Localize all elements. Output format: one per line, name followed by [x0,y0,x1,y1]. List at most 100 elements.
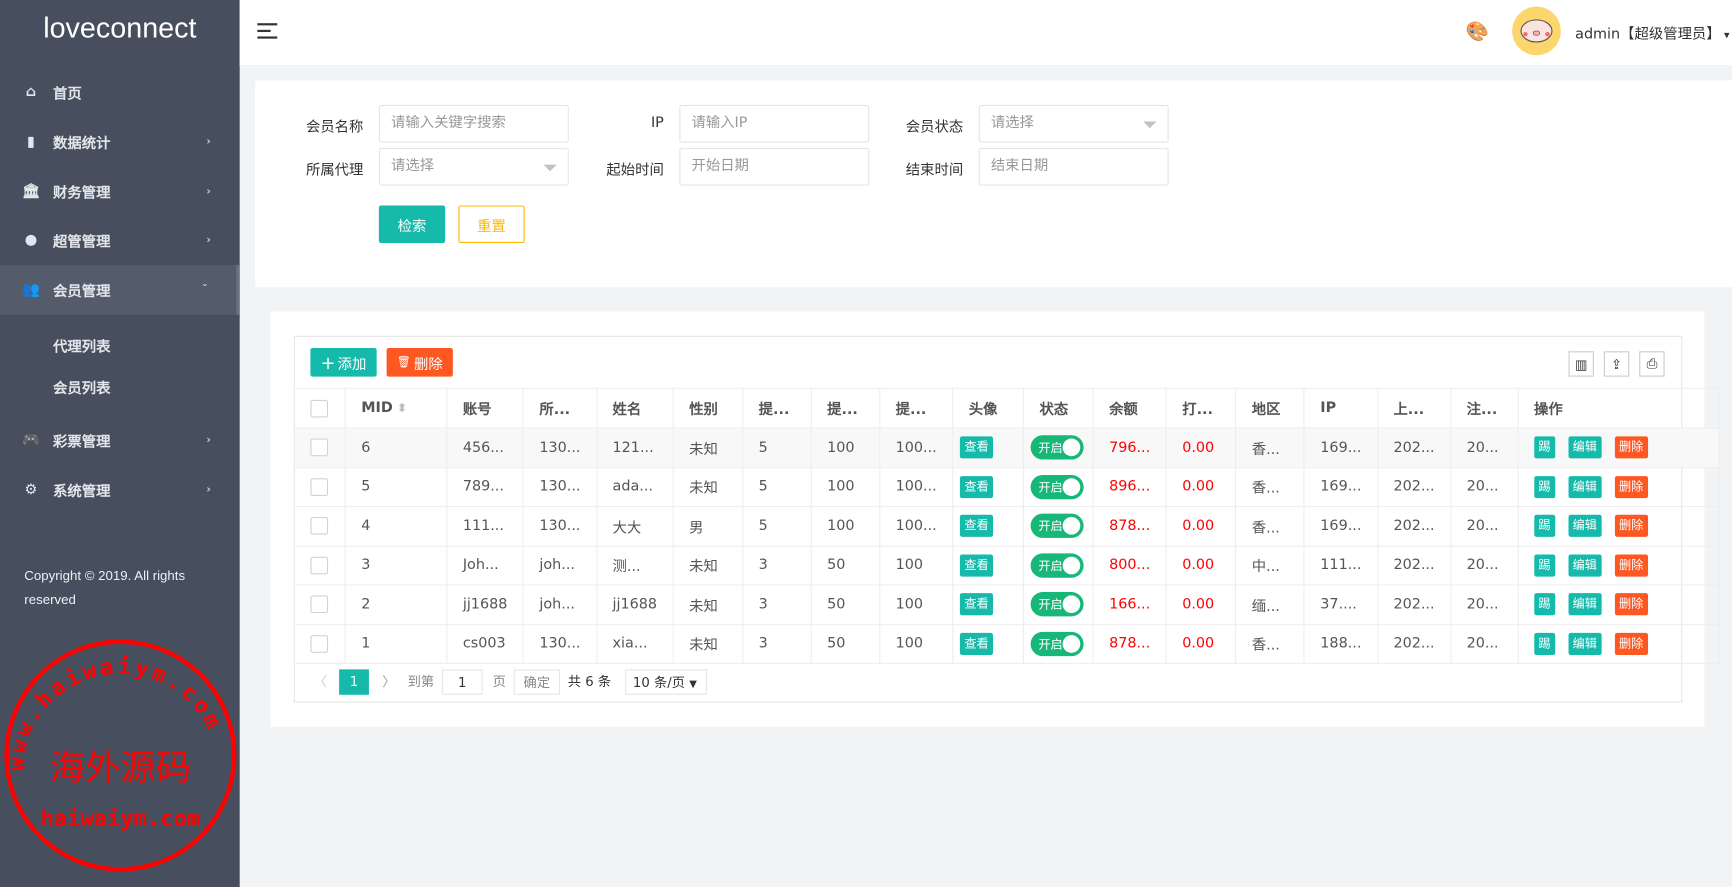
column-header[interactable]: 所... [522,387,598,429]
column-header[interactable]: 提... [742,387,812,429]
column-header[interactable]: 账号 [446,387,524,429]
member-name-input[interactable]: 请输入关键字搜索 [378,104,569,143]
table-cell: 20... [1450,545,1519,586]
view-avatar-button[interactable]: 查看 [959,475,994,498]
ip-input[interactable]: 请输入IP [679,104,870,143]
print-icon[interactable]: ⎙ [1639,351,1665,377]
view-avatar-button[interactable]: 查看 [959,593,994,616]
status-toggle[interactable]: 开启 [1030,553,1084,578]
table-row[interactable]: 3 Joh... joh... 测... 未知 3 50 100 查看 开启 800... 0.00 中… [293,545,1720,586]
sidebar-item-members[interactable]: 👥 会员管理 ˇ [0,265,240,315]
sidebar-item-lottery[interactable]: 🎮 彩票管理 › [0,415,240,465]
table-row[interactable]: 1 cs003 130... xia... 未知 3 50 100 查看 开启 878... 0.00… [293,623,1720,664]
columns-filter-icon[interactable]: ▥ [1568,351,1594,377]
column-header[interactable]: 性别 [672,387,744,429]
start-date-input[interactable]: 开始日期 [679,148,870,186]
edit-button[interactable]: 编辑 [1568,475,1602,498]
sidebar-subitem-members[interactable]: 会员列表 [53,381,111,398]
row-delete-button[interactable]: 删除 [1614,515,1648,538]
avatar[interactable] [1512,6,1561,56]
view-avatar-button[interactable]: 查看 [959,515,994,538]
kick-button[interactable]: 踢 [1533,632,1555,655]
sidebar-item-finance[interactable]: 🏛 财务管理 › [0,167,240,217]
caret-down-icon: ▾ [1723,29,1730,42]
view-avatar-button[interactable]: 查看 [959,632,994,655]
confirm-page-button[interactable]: 确定 [513,669,561,695]
kick-button[interactable]: 踢 [1533,436,1555,459]
user-menu[interactable]: admin【超级管理员】 ▾ [1575,22,1730,44]
table-cell: 20... [1450,584,1519,625]
row-delete-button[interactable]: 删除 [1614,593,1648,616]
export-icon[interactable]: ⇪ [1603,351,1630,377]
column-header[interactable]: 余额 [1092,387,1167,429]
column-header[interactable]: MID ⬍ [344,387,448,429]
row-delete-button[interactable]: 删除 [1614,632,1648,655]
edit-button[interactable]: 编辑 [1568,554,1602,577]
column-header[interactable]: 姓名 [595,387,674,429]
kick-button[interactable]: 踢 [1533,593,1555,616]
row-checkbox[interactable] [310,634,329,653]
column-header[interactable]: 操作 [1517,387,1720,429]
sidebar-item-system[interactable]: ⚙ 系统管理 › [0,465,240,515]
status-toggle[interactable]: 开启 [1030,474,1084,499]
search-button[interactable]: 检索 [378,205,446,244]
column-header[interactable]: IP [1303,387,1378,429]
menu-toggle-icon[interactable] [257,23,278,39]
edit-button[interactable]: 编辑 [1568,436,1602,459]
table-cell: 5 [344,466,448,507]
status-select[interactable]: 请选择 [978,104,1169,143]
sidebar-item-home[interactable]: ⌂ 首页 [0,67,240,117]
row-delete-button[interactable]: 删除 [1614,436,1648,459]
agent-select[interactable]: 请选择 [378,148,569,186]
edit-button[interactable]: 编辑 [1568,632,1602,655]
column-header[interactable]: 打... [1165,387,1237,429]
users-icon: 👥 [21,281,40,299]
table-row[interactable]: 2 jj1688 joh... jj1688 未知 3 50 100 查看 开启 166... 0.0… [293,584,1720,625]
column-header[interactable]: 提... [810,387,881,429]
sidebar-item-admins[interactable]: ● 超管管理 › [0,215,240,265]
row-checkbox[interactable] [310,438,329,457]
row-delete-button[interactable]: 删除 [1614,475,1648,498]
table-row[interactable]: 4 111... 130... 大大男 5 100 100... 查看 开启 878... 0.00… [293,505,1720,547]
next-page-icon[interactable]: 〉 [382,673,396,690]
ip-label: IP [650,114,664,132]
status-toggle[interactable]: 开启 [1030,592,1084,617]
sidebar-subitem-agents[interactable]: 代理列表 [53,339,111,356]
edit-button[interactable]: 编辑 [1568,515,1602,538]
column-header[interactable]: 头像 [952,387,1025,429]
row-checkbox[interactable] [310,517,329,535]
kick-button[interactable]: 踢 [1533,475,1555,498]
reset-button[interactable]: 重置 [458,205,525,244]
column-header[interactable]: 状态 [1022,387,1094,429]
row-checkbox[interactable] [310,595,329,614]
page-1-button[interactable]: 1 [339,669,369,695]
view-avatar-button[interactable]: 查看 [959,554,994,577]
row-checkbox[interactable] [310,556,329,575]
sort-icon[interactable]: ⬍ [392,400,408,416]
edit-button[interactable]: 编辑 [1568,593,1602,616]
prev-page-icon[interactable]: 〈 [313,673,327,690]
delete-button[interactable]: 🗑 删除 [386,347,453,377]
select-all-checkbox[interactable] [310,399,329,417]
status-toggle[interactable]: 开启 [1030,631,1084,656]
column-header[interactable]: 地区 [1235,387,1305,429]
column-header[interactable]: 注... [1450,387,1519,429]
row-delete-button[interactable]: 删除 [1614,554,1648,577]
end-date-input[interactable]: 结束日期 [978,148,1169,186]
page-input[interactable]: 1 [441,669,483,695]
table-row[interactable]: 5 789... 130... ada... 未知 5 100 100... 查看 开启 896..… [293,466,1720,507]
sidebar-item-stats[interactable]: ▮ 数据统计 › [0,117,240,167]
add-button[interactable]: + 添加 [310,347,377,377]
page-size-select[interactable]: 10 条/页 ▼ [625,669,707,695]
column-header[interactable]: 提... [879,387,954,429]
table-row[interactable]: 6 456... 130... 121... 未知 5 100 100... 查看 开启 796..… [293,427,1720,468]
table-cell: 202... [1376,427,1452,468]
kick-button[interactable]: 踢 [1533,515,1555,538]
palette-icon[interactable]: 🎨 [1465,20,1490,44]
view-avatar-button[interactable]: 查看 [959,436,994,459]
status-toggle[interactable]: 开启 [1030,513,1084,539]
row-checkbox[interactable] [310,478,329,496]
status-toggle[interactable]: 开启 [1030,435,1084,460]
kick-button[interactable]: 踢 [1533,554,1555,577]
column-header[interactable]: 上... [1376,387,1452,429]
